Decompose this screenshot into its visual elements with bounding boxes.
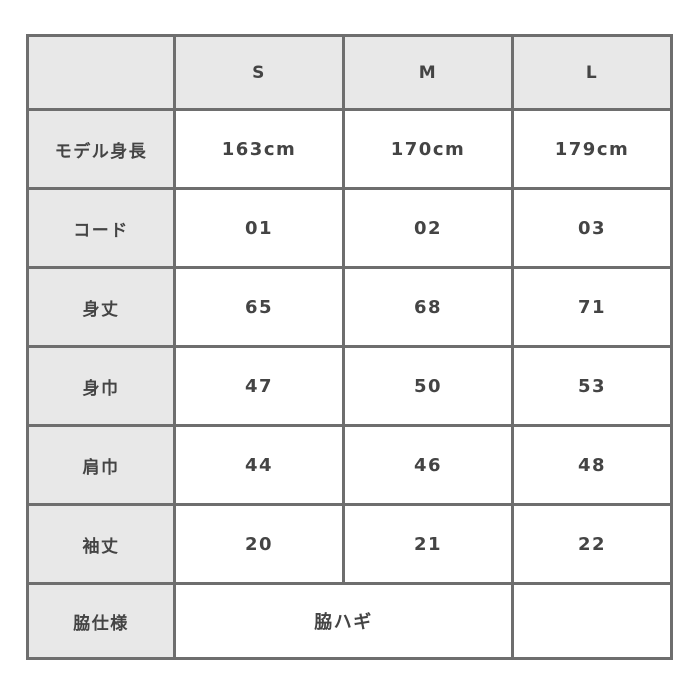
cell: 47 bbox=[173, 345, 345, 427]
cell: 03 bbox=[511, 187, 673, 269]
header-corner bbox=[26, 34, 176, 111]
cell: 50 bbox=[342, 345, 514, 427]
cell: 22 bbox=[511, 503, 673, 585]
cell: 68 bbox=[342, 266, 514, 348]
header-size-s: S bbox=[173, 34, 345, 111]
row-label: 袖丈 bbox=[26, 503, 176, 585]
header-size-m: M bbox=[342, 34, 514, 111]
cell: 46 bbox=[342, 424, 514, 506]
cell: 20 bbox=[173, 503, 345, 585]
row-label: モデル身長 bbox=[26, 108, 176, 190]
cell: 163cm bbox=[173, 108, 345, 190]
empty-cell bbox=[511, 582, 673, 660]
cell: 21 bbox=[342, 503, 514, 585]
row-label: 身巾 bbox=[26, 345, 176, 427]
cell: 48 bbox=[511, 424, 673, 506]
table-row: 身巾 47 50 53 bbox=[26, 345, 673, 427]
row-label: 脇仕様 bbox=[26, 582, 176, 660]
size-chart-table: S M L モデル身長 163cm 170cm 179cm コード 01 02 … bbox=[26, 34, 673, 660]
cell: 71 bbox=[511, 266, 673, 348]
table-row: モデル身長 163cm 170cm 179cm bbox=[26, 108, 673, 190]
row-label: 身丈 bbox=[26, 266, 176, 348]
table-row: コード 01 02 03 bbox=[26, 187, 673, 269]
header-size-l: L bbox=[511, 34, 673, 111]
header-row: S M L bbox=[26, 34, 673, 111]
cell: 179cm bbox=[511, 108, 673, 190]
table-row: 袖丈 20 21 22 bbox=[26, 503, 673, 585]
table-row: 身丈 65 68 71 bbox=[26, 266, 673, 348]
table-row: 肩巾 44 46 48 bbox=[26, 424, 673, 506]
table-row: 脇仕様 脇ハギ bbox=[26, 582, 673, 660]
row-label: コード bbox=[26, 187, 176, 269]
cell: 65 bbox=[173, 266, 345, 348]
cell: 01 bbox=[173, 187, 345, 269]
cell: 44 bbox=[173, 424, 345, 506]
merged-cell: 脇ハギ bbox=[173, 582, 514, 660]
cell: 02 bbox=[342, 187, 514, 269]
row-label: 肩巾 bbox=[26, 424, 176, 506]
cell: 53 bbox=[511, 345, 673, 427]
cell: 170cm bbox=[342, 108, 514, 190]
